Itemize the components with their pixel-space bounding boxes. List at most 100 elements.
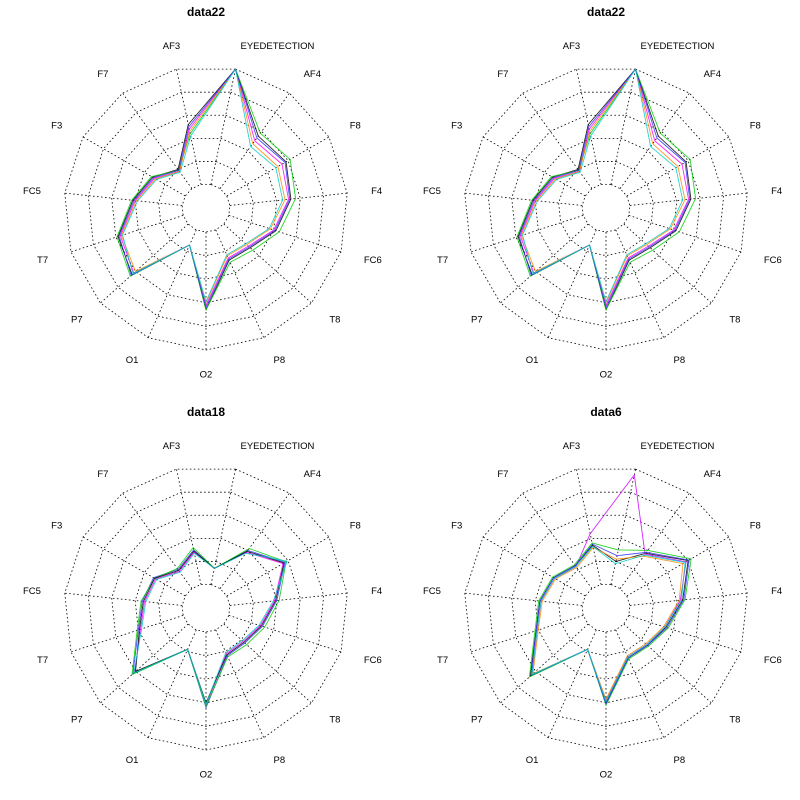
grid-ring [134,137,278,280]
grid-ring [134,537,278,680]
axis-spoke [610,469,636,585]
axis-label: P7 [71,715,83,726]
axis-label: O1 [526,355,539,366]
grid-ring [87,91,325,327]
grid-ring [581,584,631,633]
radar-series-line [518,68,691,308]
axis-label: O2 [600,370,613,381]
axis-spoke [122,92,193,189]
axis-label: F3 [51,121,62,132]
axis-label: F7 [97,469,108,480]
axis-spoke [82,136,186,197]
grid-ring [581,184,631,233]
grid-ring [534,137,678,280]
axis-spoke [623,623,712,704]
axis-label: FC5 [423,586,441,597]
axis-label: AF3 [563,441,580,452]
axis-label: AF3 [163,441,180,452]
axis-spoke [228,615,342,653]
axis-label: O2 [600,770,613,781]
axis-label: FC6 [764,255,782,266]
axis-label: EYEDETECTION [641,441,715,452]
radar-panel-3: EYEDETECTION AF4 F8 F4 FC6 T8 P8 O2 O1 P7 T7 FC5 F3 F… [23,405,382,781]
axis-label: FC6 [364,255,382,266]
axis-label: F4 [371,186,382,197]
radar-grid: EYEDETECTION AF4 F8 F4 FC6 T8 P8 O2 O1 P7 T7 FC5 F3 F… [423,441,782,780]
axis-spoke [64,192,183,206]
radar-series-line [532,547,684,700]
grid-ring [158,161,254,257]
axis-label: F4 [771,586,782,597]
axis-spoke [482,136,586,197]
axis-label: FC5 [423,186,441,197]
axis-label: T8 [329,315,340,326]
axis-label: F8 [350,121,361,132]
axis-spoke [482,536,586,597]
grid-ring [111,114,301,304]
radar-series-line [531,474,687,701]
axis-label: AF3 [163,41,180,52]
axis-label: T7 [437,655,448,666]
axis-spoke [576,469,602,585]
axis-label: F4 [771,186,782,197]
axis-label: T7 [437,255,448,266]
axis-label: T8 [729,715,740,726]
axis-spoke [629,592,748,606]
axis-label: O1 [526,755,539,766]
axis-spoke [615,629,665,738]
grid-ring [487,491,725,727]
axis-label: AF4 [704,69,721,80]
axis-label: AF3 [563,41,580,52]
axis-label: P7 [471,715,483,726]
radar-series-line [131,547,287,707]
axis-label: AF4 [704,469,721,480]
axis-spoke [100,223,189,304]
axis-spoke [464,192,583,206]
axis-label: F8 [750,121,761,132]
axis-label: F3 [451,521,462,532]
axis-label: F8 [750,521,761,532]
radar-series-line [522,68,684,303]
radar-series-group [116,68,297,311]
radar-series-line [122,68,284,303]
grid-ring [558,161,654,257]
panel-title: data18 [187,405,225,419]
axis-label: F7 [97,69,108,80]
axis-spoke [464,592,583,606]
radar-series-group [131,547,288,708]
radar-panel-4: EYEDETECTION AF4 F8 F4 FC6 T8 P8 O2 O1 P7 T7 FC5 F3 F… [423,405,782,781]
radar-series-line [134,551,284,706]
radar-series-group [528,474,692,706]
radar-grid: EYEDETECTION AF4 F8 F4 FC6 T8 P8 O2 O1 P7 T7 FC5 F3 F… [423,41,782,380]
axis-spoke [229,592,348,606]
axis-label: T8 [729,315,740,326]
axis-label: P7 [471,315,483,326]
axis-spoke [219,492,290,589]
axis-label: AF4 [304,469,321,480]
axis-label: P8 [674,755,686,766]
axis-label: T7 [37,655,48,666]
axis-spoke [64,592,183,606]
radar-series-line [529,544,689,704]
axis-spoke [215,229,265,338]
radar-grid: EYEDETECTION AF4 F8 F4 FC6 T8 P8 O2 O1 P7 T7 FC5 F3 F… [23,41,382,380]
axis-label: F3 [51,521,62,532]
grid-ring [111,514,301,704]
axis-spoke [619,492,690,589]
axis-spoke [615,229,665,338]
grid-ring [181,584,231,633]
axis-label: EYEDETECTION [241,441,315,452]
radar-series-line [531,545,686,703]
axis-label: F7 [497,469,508,480]
panel-title: data22 [587,5,625,19]
radar-series-group [516,68,697,311]
axis-label: FC6 [764,655,782,666]
axis-label: F8 [350,521,361,532]
axis-label: EYEDETECTION [641,41,715,52]
grid-ring [511,114,701,304]
radar-panel-1: EYEDETECTION AF4 F8 F4 FC6 T8 P8 O2 O1 P7 T7 FC5 F3 F… [23,5,382,381]
grid-ring [534,537,678,680]
axis-label: P7 [71,315,83,326]
grid-ring [464,468,748,751]
